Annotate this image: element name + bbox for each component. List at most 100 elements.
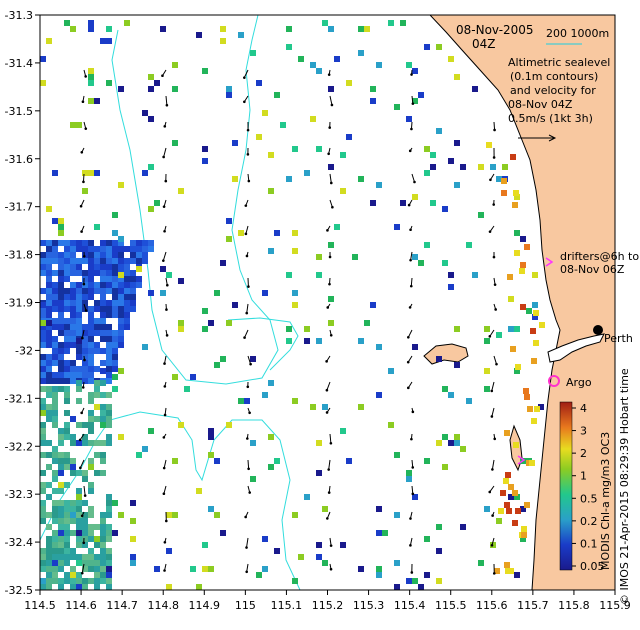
chl-pixel <box>534 406 540 412</box>
chl-pixel <box>106 246 112 252</box>
chl-pixel <box>58 458 64 464</box>
velocity-arrow-head <box>409 228 412 232</box>
chl-pixel <box>58 224 64 230</box>
chl-pixel <box>112 312 118 318</box>
chl-pixel <box>202 326 208 332</box>
chl-pixel <box>448 158 454 164</box>
velocity-arrow-head <box>246 128 250 132</box>
chl-pixel <box>100 572 106 578</box>
velocity-arrow-head <box>79 204 83 208</box>
chl-pixel <box>532 272 538 278</box>
chl-pixel <box>328 242 334 248</box>
chl-pixel <box>76 386 82 392</box>
chl-pixel <box>494 568 500 574</box>
chl-pixel <box>112 240 118 246</box>
chl-pixel <box>52 446 58 452</box>
chl-pixel <box>94 566 100 572</box>
chl-pixel <box>100 524 106 530</box>
chl-pixel <box>262 110 268 116</box>
chl-pixel <box>76 122 82 128</box>
chl-pixel <box>64 524 70 530</box>
chl-pixel <box>496 518 502 524</box>
chl-pixel <box>106 572 112 578</box>
chl-pixel <box>46 354 52 360</box>
chl-pixel <box>424 242 430 248</box>
velocity-arrow-head <box>326 517 329 520</box>
velocity-arrow <box>411 173 415 183</box>
velocity-arrow-head <box>411 102 415 105</box>
chl-pixel <box>40 404 46 410</box>
chl-pixel <box>64 324 70 330</box>
chl-pixel <box>418 260 424 266</box>
chl-pixel <box>130 536 136 542</box>
chl-pixel <box>346 80 352 86</box>
chl-pixel <box>106 330 112 336</box>
velocity-arrow-head <box>82 180 85 184</box>
chl-pixel <box>496 332 502 338</box>
chl-pixel <box>64 378 70 384</box>
chl-pixel <box>40 554 46 560</box>
chl-pixel <box>88 74 94 80</box>
velocity-arrow-head <box>163 362 166 365</box>
chl-pixel <box>304 170 310 176</box>
chl-pixel <box>76 342 82 348</box>
velocity-arrow-head <box>243 336 246 339</box>
chl-pixel <box>64 452 70 458</box>
velocity-arrow-head <box>245 311 249 315</box>
chl-pixel <box>106 530 112 536</box>
chl-pixel <box>88 506 94 512</box>
chl-pixel <box>40 584 46 590</box>
chl-pixel <box>46 524 52 530</box>
chl-pixel <box>106 404 112 410</box>
chl-pixel <box>484 338 490 344</box>
colorbar-tick-label: 3 <box>580 425 587 438</box>
chl-pixel <box>46 410 52 416</box>
chl-pixel <box>46 494 52 500</box>
chl-pixel <box>286 176 292 182</box>
velocity-arrow <box>163 485 167 494</box>
chl-pixel <box>466 242 472 248</box>
chl-pixel <box>40 306 46 312</box>
chl-pixel <box>58 500 64 506</box>
chl-pixel <box>530 328 536 334</box>
chl-pixel <box>268 434 274 440</box>
velocity-arrow <box>247 459 250 469</box>
legend-line-4: 08-Nov 04Z <box>508 98 573 111</box>
chl-pixel <box>520 262 526 268</box>
velocity-arrow-head <box>84 75 87 78</box>
chl-pixel <box>539 322 545 328</box>
argo-label: Argo <box>566 376 592 389</box>
chl-pixel <box>478 560 484 566</box>
chl-pixel <box>82 518 88 524</box>
chl-pixel <box>448 272 454 278</box>
chl-pixel <box>100 282 106 288</box>
chl-pixel <box>46 560 52 566</box>
chl-pixel <box>40 548 46 554</box>
chl-pixel <box>100 360 106 366</box>
chl-pixel <box>94 536 100 542</box>
chl-pixel <box>520 536 526 542</box>
chl-pixel <box>82 560 88 566</box>
colorbar-tick-label: 2 <box>580 447 587 460</box>
chl-pixel <box>58 240 64 246</box>
chl-pixel <box>508 326 514 332</box>
chl-pixel <box>88 392 94 398</box>
chl-pixel <box>82 584 88 590</box>
chl-pixel <box>52 404 58 410</box>
velocity-arrow-head <box>81 386 85 389</box>
legend-line-1: Altimetric sealevel <box>508 56 610 69</box>
chl-pixel <box>88 410 94 416</box>
chl-pixel <box>46 264 52 270</box>
chl-pixel <box>100 542 106 548</box>
chl-pixel <box>196 488 202 494</box>
x-tick-label: 115 <box>235 599 256 612</box>
chl-pixel <box>322 560 328 566</box>
chl-pixel <box>208 506 214 512</box>
chl-pixel <box>106 392 112 398</box>
chl-pixel <box>82 536 88 542</box>
chl-pixel <box>58 542 64 548</box>
chl-pixel <box>100 392 106 398</box>
chl-pixel <box>46 554 52 560</box>
chl-pixel <box>358 26 364 32</box>
chl-pixel <box>70 252 76 258</box>
